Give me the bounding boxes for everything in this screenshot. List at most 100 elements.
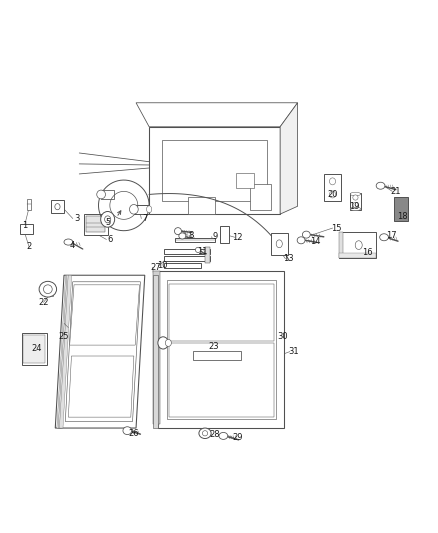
Text: 5: 5	[105, 219, 110, 228]
Polygon shape	[149, 127, 280, 214]
Text: 28: 28	[209, 430, 220, 439]
Text: 22: 22	[38, 298, 49, 307]
Ellipse shape	[380, 234, 389, 241]
Bar	[44, 292, 53, 296]
Ellipse shape	[165, 340, 171, 346]
Text: 18: 18	[397, 212, 408, 221]
Text: 16: 16	[362, 248, 373, 256]
Text: 21: 21	[391, 187, 401, 196]
Ellipse shape	[55, 204, 60, 210]
Bar	[394, 197, 409, 221]
Bar	[101, 190, 114, 199]
Bar	[162, 140, 267, 201]
Text: 3: 3	[74, 214, 80, 223]
Polygon shape	[175, 238, 215, 243]
Ellipse shape	[39, 281, 57, 297]
Bar	[86, 216, 105, 232]
Text: 25: 25	[59, 332, 69, 341]
Ellipse shape	[195, 247, 201, 253]
Ellipse shape	[179, 233, 186, 239]
Text: 7: 7	[142, 214, 148, 223]
Polygon shape	[205, 247, 210, 263]
Polygon shape	[58, 275, 71, 428]
Polygon shape	[164, 256, 210, 261]
Text: 14: 14	[310, 237, 320, 246]
Ellipse shape	[350, 207, 360, 211]
Ellipse shape	[297, 237, 305, 244]
Text: 20: 20	[327, 190, 338, 199]
Polygon shape	[60, 275, 72, 428]
Polygon shape	[68, 356, 134, 417]
Text: 30: 30	[277, 332, 288, 341]
Ellipse shape	[158, 337, 168, 349]
Ellipse shape	[97, 190, 106, 199]
Bar	[193, 351, 241, 360]
Ellipse shape	[350, 192, 360, 196]
Polygon shape	[164, 249, 210, 254]
Polygon shape	[166, 280, 276, 419]
Text: 24: 24	[31, 344, 42, 353]
Polygon shape	[339, 253, 376, 258]
Polygon shape	[280, 103, 297, 214]
Bar	[188, 197, 215, 214]
Ellipse shape	[355, 241, 362, 249]
Bar	[21, 333, 47, 365]
Ellipse shape	[123, 427, 132, 434]
Text: 9: 9	[212, 232, 217, 241]
Text: 11: 11	[197, 247, 208, 256]
Ellipse shape	[199, 428, 211, 439]
Bar	[220, 226, 230, 244]
Ellipse shape	[105, 216, 111, 223]
Bar	[152, 275, 158, 428]
Ellipse shape	[130, 205, 138, 214]
Bar	[169, 343, 274, 417]
Polygon shape	[158, 271, 285, 428]
Ellipse shape	[64, 239, 73, 245]
Ellipse shape	[219, 432, 228, 439]
Text: 13: 13	[283, 254, 294, 263]
Polygon shape	[70, 285, 140, 345]
Bar	[152, 271, 160, 424]
Text: 19: 19	[349, 202, 360, 211]
Text: 23: 23	[208, 342, 219, 351]
Text: 15: 15	[331, 223, 341, 232]
Polygon shape	[339, 232, 376, 258]
Text: 12: 12	[233, 233, 243, 242]
Text: 1: 1	[22, 221, 27, 230]
Text: 8: 8	[188, 231, 193, 239]
Bar	[134, 205, 149, 214]
Ellipse shape	[329, 178, 336, 185]
Ellipse shape	[376, 182, 385, 189]
Polygon shape	[350, 193, 361, 210]
Text: 31: 31	[288, 347, 299, 356]
Polygon shape	[55, 275, 145, 428]
Ellipse shape	[353, 203, 358, 207]
Text: 17: 17	[387, 231, 397, 240]
Polygon shape	[164, 263, 201, 268]
Ellipse shape	[202, 431, 208, 436]
Polygon shape	[65, 282, 141, 422]
Polygon shape	[339, 232, 343, 258]
Ellipse shape	[353, 195, 358, 200]
Text: 4: 4	[70, 241, 75, 250]
Text: 2: 2	[26, 243, 32, 252]
Ellipse shape	[302, 231, 310, 238]
Text: 6: 6	[107, 235, 113, 244]
Text: 29: 29	[232, 433, 243, 442]
Ellipse shape	[147, 206, 152, 213]
Bar	[250, 183, 272, 210]
Bar	[271, 233, 288, 255]
Bar	[84, 214, 108, 235]
Ellipse shape	[101, 212, 115, 227]
Bar	[23, 335, 45, 364]
Bar	[324, 174, 341, 201]
Text: 26: 26	[128, 429, 139, 438]
Bar	[169, 284, 274, 341]
Ellipse shape	[174, 228, 181, 235]
Polygon shape	[57, 275, 69, 428]
Ellipse shape	[43, 285, 52, 294]
Ellipse shape	[329, 191, 336, 198]
Text: 10: 10	[157, 261, 167, 270]
Polygon shape	[51, 200, 64, 213]
Bar	[27, 199, 31, 210]
